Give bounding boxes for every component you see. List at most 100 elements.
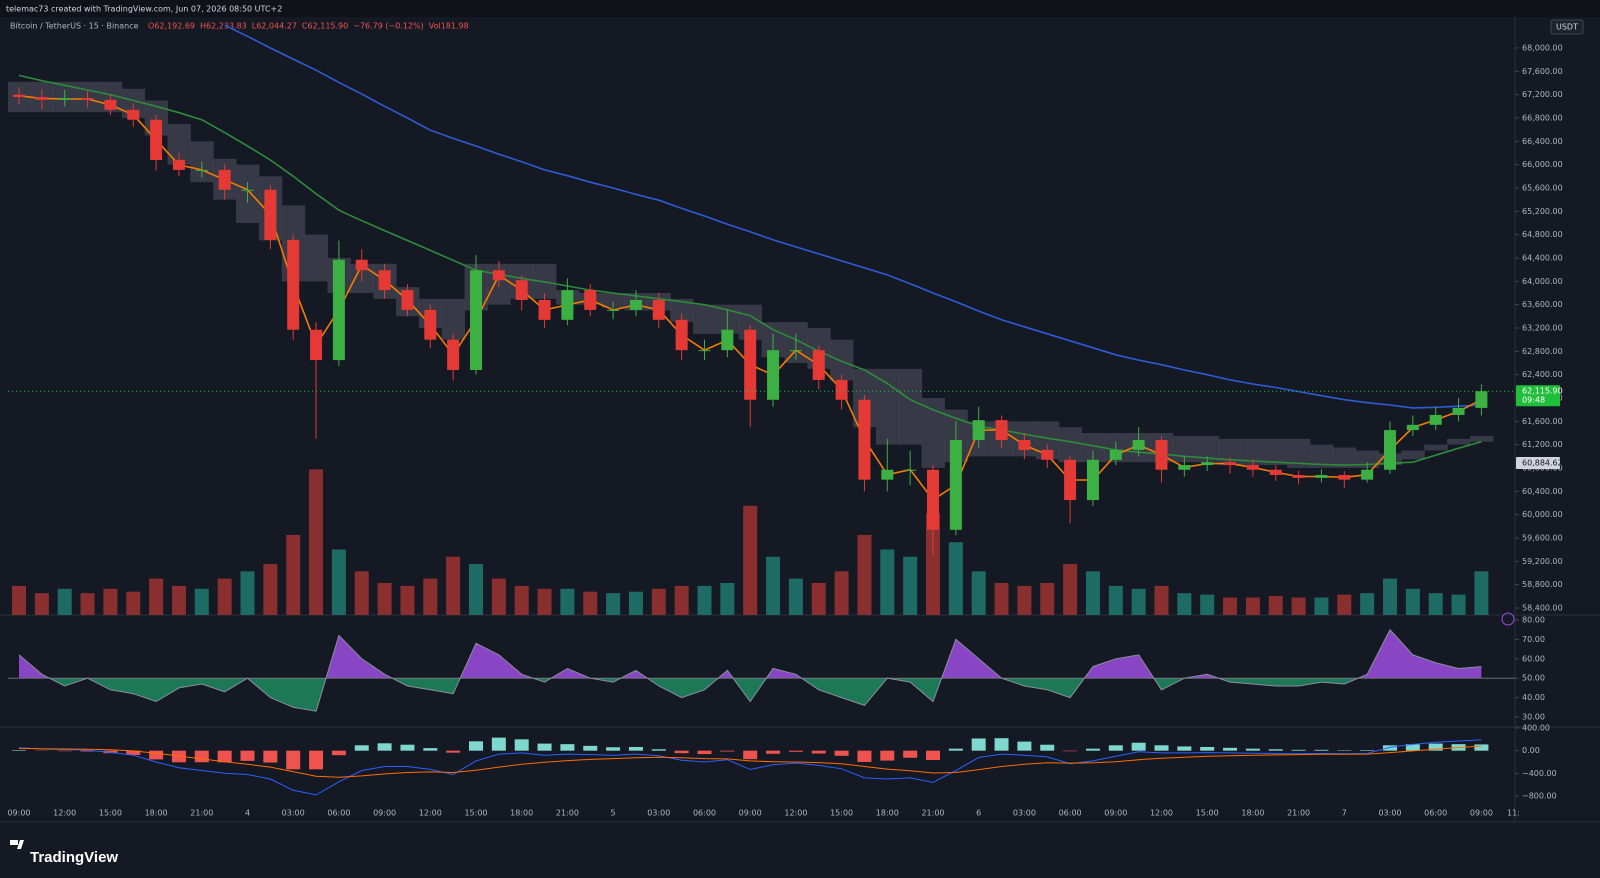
macd-histogram <box>12 750 26 751</box>
cloud-band <box>830 339 854 381</box>
y-tick-label: 67,600.00 <box>1522 67 1563 76</box>
x-tick-label: 15:00 <box>99 809 122 818</box>
price-pane <box>8 24 1494 615</box>
macd-histogram <box>514 739 529 751</box>
volume-bar <box>469 564 483 615</box>
volume-bar <box>126 591 141 615</box>
x-tick-label: 15:00 <box>830 809 853 818</box>
volume-bar <box>857 534 872 615</box>
volume-bar <box>766 556 781 615</box>
macd-histogram <box>1314 749 1329 751</box>
x-tick-label: 12:00 <box>1150 809 1173 818</box>
macd-histogram <box>446 750 461 753</box>
x-tick-label: 12:00 <box>784 809 807 818</box>
candle-body <box>1178 465 1191 470</box>
alert-icon[interactable] <box>1501 612 1515 626</box>
macd-histogram <box>1245 748 1260 751</box>
volume-bar <box>903 556 918 615</box>
candle-body <box>698 350 711 352</box>
volume-bar <box>331 549 346 615</box>
cloud-band <box>1081 432 1105 463</box>
volume-bar <box>309 469 324 615</box>
candle-body <box>1224 462 1237 466</box>
volume-bar <box>423 578 438 615</box>
candle-body <box>310 329 323 361</box>
x-tick-label: 18:00 <box>876 809 899 818</box>
volume-bar <box>811 582 826 615</box>
macd-histogram <box>1040 744 1055 751</box>
macd-histogram <box>1291 749 1306 751</box>
price-tag-label: 60,884.62 <box>1522 459 1563 468</box>
y-tick-label: 68,000.00 <box>1522 43 1563 52</box>
macd-histogram <box>423 748 438 751</box>
candle-body <box>789 350 802 352</box>
volume-bar <box>1085 571 1100 615</box>
volume-bar <box>1451 594 1466 615</box>
y-tick-label: −400.00 <box>1522 769 1557 778</box>
candle-body <box>332 259 345 361</box>
macd-histogram <box>1383 745 1397 751</box>
macd-histogram <box>286 750 301 770</box>
candle-body <box>1338 474 1351 480</box>
x-tick-label: 12:00 <box>419 809 442 818</box>
symbol-title: Bitcoin / TetherUS · 15 · Binance <box>10 22 139 31</box>
macd-histogram <box>194 750 209 763</box>
volume-bar <box>537 588 552 615</box>
cloud-band <box>1264 438 1288 466</box>
macd-histogram <box>309 750 324 770</box>
volume-bar <box>880 549 895 615</box>
candle-body <box>1109 449 1122 460</box>
macd-histogram <box>743 750 758 760</box>
candle-body <box>264 189 277 240</box>
candle-body <box>812 350 825 380</box>
cloud-band <box>304 234 328 282</box>
volume-bar <box>788 578 803 615</box>
price-tag <box>1516 457 1560 470</box>
volume-bar <box>57 588 72 615</box>
volume-bar <box>606 593 621 615</box>
cloud-band <box>921 397 945 468</box>
currency-box <box>1550 19 1584 35</box>
volume-bar <box>1245 597 1260 615</box>
volume-bar <box>171 585 186 615</box>
candle-body <box>1269 469 1282 475</box>
volume-bar <box>1291 597 1306 615</box>
candle-body <box>1406 424 1419 431</box>
x-tick-label: 5 <box>611 809 616 818</box>
candle-body <box>584 290 597 310</box>
candle-body <box>972 420 985 440</box>
x-tick-label: 09:00 <box>739 809 762 818</box>
volume-bar <box>628 591 643 615</box>
macd-histogram <box>766 750 781 754</box>
x-tick-label: 03:00 <box>282 809 305 818</box>
y-tick-label: 66,000.00 <box>1522 160 1563 169</box>
rsi-fill-below <box>49 678 1358 712</box>
volume-bar <box>971 571 986 615</box>
macd-histogram <box>149 750 164 760</box>
x-tick-label: 6 <box>976 809 981 818</box>
macd-histogram <box>880 750 895 761</box>
x-tick-label: 09:00 <box>1104 809 1127 818</box>
macd-histogram <box>788 750 803 752</box>
candle-body <box>127 109 140 120</box>
macd-histogram <box>1405 744 1420 751</box>
macd-histogram <box>240 750 255 761</box>
x-tick-label: 03:00 <box>1378 809 1401 818</box>
currency: USDT <box>1556 23 1578 32</box>
candle-body <box>744 329 757 400</box>
ohlc-label: L62,044.27 <box>252 22 297 31</box>
candle-body <box>195 169 208 171</box>
y-tick-label: 65,200.00 <box>1522 207 1563 216</box>
candle-body <box>492 270 505 281</box>
y-tick-label: 65,600.00 <box>1522 183 1563 192</box>
brand: TradingView <box>30 849 118 866</box>
candle-body <box>1201 462 1214 466</box>
macd-histogram <box>469 741 483 751</box>
credit: telemac73 created with TradingView.com, … <box>6 5 282 14</box>
y-tick-label: 61,600.00 <box>1522 417 1563 426</box>
ohlc-label: C62,115.90 <box>302 22 348 31</box>
macd-histogram <box>948 748 963 751</box>
candle-body <box>561 290 574 320</box>
candle-body <box>424 309 437 340</box>
volume-bar <box>1017 585 1032 615</box>
